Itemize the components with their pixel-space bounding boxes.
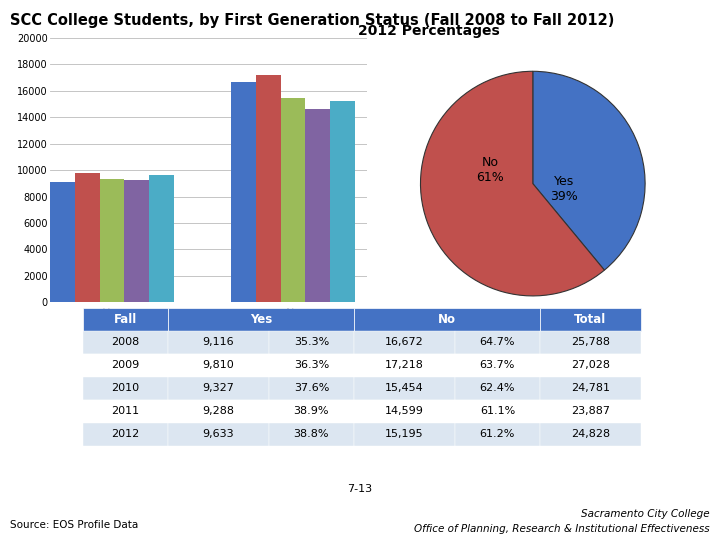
Text: Sacramento City College: Sacramento City College bbox=[581, 509, 710, 519]
Text: No: No bbox=[438, 313, 456, 326]
FancyBboxPatch shape bbox=[269, 354, 354, 377]
Text: Yes
39%: Yes 39% bbox=[550, 175, 578, 203]
Text: Source: EOS Profile Data: Source: EOS Profile Data bbox=[10, 520, 138, 530]
FancyBboxPatch shape bbox=[354, 422, 455, 446]
FancyBboxPatch shape bbox=[168, 377, 269, 400]
Bar bbox=[330, 102, 355, 302]
FancyBboxPatch shape bbox=[354, 308, 540, 330]
FancyBboxPatch shape bbox=[455, 354, 540, 377]
Text: 24,781: 24,781 bbox=[571, 383, 610, 393]
Text: Total: Total bbox=[575, 313, 606, 326]
Bar bbox=[75, 173, 100, 302]
FancyBboxPatch shape bbox=[540, 377, 641, 400]
Text: 62.4%: 62.4% bbox=[480, 383, 516, 393]
Text: No
61%: No 61% bbox=[476, 156, 504, 184]
Text: 36.3%: 36.3% bbox=[294, 360, 329, 370]
Text: 25,788: 25,788 bbox=[571, 337, 610, 347]
Text: 61.2%: 61.2% bbox=[480, 429, 515, 439]
Text: 38.8%: 38.8% bbox=[294, 429, 329, 439]
Bar bbox=[231, 82, 256, 302]
Bar bbox=[281, 98, 305, 302]
FancyBboxPatch shape bbox=[455, 422, 540, 446]
Text: 15,195: 15,195 bbox=[385, 429, 424, 439]
Text: 2012 Percentages: 2012 Percentages bbox=[358, 24, 499, 38]
Text: 16,672: 16,672 bbox=[385, 337, 424, 347]
FancyBboxPatch shape bbox=[540, 354, 641, 377]
FancyBboxPatch shape bbox=[354, 354, 455, 377]
Text: 64.7%: 64.7% bbox=[480, 337, 516, 347]
Wedge shape bbox=[420, 71, 604, 296]
FancyBboxPatch shape bbox=[269, 377, 354, 400]
FancyBboxPatch shape bbox=[83, 308, 168, 330]
FancyBboxPatch shape bbox=[455, 377, 540, 400]
Text: 37.6%: 37.6% bbox=[294, 383, 329, 393]
Text: 23,887: 23,887 bbox=[571, 406, 610, 416]
Text: 2009: 2009 bbox=[112, 360, 140, 370]
FancyBboxPatch shape bbox=[354, 377, 455, 400]
FancyBboxPatch shape bbox=[269, 400, 354, 422]
Text: 27,028: 27,028 bbox=[571, 360, 610, 370]
FancyBboxPatch shape bbox=[83, 354, 168, 377]
Text: 9,810: 9,810 bbox=[202, 360, 234, 370]
FancyBboxPatch shape bbox=[455, 400, 540, 422]
Text: 63.7%: 63.7% bbox=[480, 360, 515, 370]
Bar bbox=[125, 179, 149, 302]
Text: SCC College Students, by First Generation Status (Fall 2008 to Fall 2012): SCC College Students, by First Generatio… bbox=[10, 14, 614, 29]
Text: 7-13: 7-13 bbox=[348, 484, 372, 494]
Text: 9,633: 9,633 bbox=[202, 429, 234, 439]
Bar bbox=[50, 182, 75, 302]
Text: 9,288: 9,288 bbox=[202, 406, 235, 416]
FancyBboxPatch shape bbox=[83, 400, 168, 422]
Text: 35.3%: 35.3% bbox=[294, 337, 329, 347]
FancyBboxPatch shape bbox=[269, 330, 354, 354]
Text: 61.1%: 61.1% bbox=[480, 406, 515, 416]
FancyBboxPatch shape bbox=[540, 308, 641, 330]
Text: Yes: Yes bbox=[250, 313, 272, 326]
FancyBboxPatch shape bbox=[168, 330, 269, 354]
Text: 24,828: 24,828 bbox=[571, 429, 610, 439]
Text: 9,327: 9,327 bbox=[202, 383, 235, 393]
FancyBboxPatch shape bbox=[540, 330, 641, 354]
Bar bbox=[149, 175, 174, 302]
Text: Fall: Fall bbox=[114, 313, 137, 326]
Text: 2011: 2011 bbox=[112, 406, 140, 416]
FancyBboxPatch shape bbox=[540, 422, 641, 446]
FancyBboxPatch shape bbox=[269, 422, 354, 446]
FancyBboxPatch shape bbox=[168, 400, 269, 422]
FancyBboxPatch shape bbox=[168, 308, 354, 330]
Wedge shape bbox=[533, 71, 645, 270]
Text: 17,218: 17,218 bbox=[385, 360, 424, 370]
FancyBboxPatch shape bbox=[168, 354, 269, 377]
Text: 38.9%: 38.9% bbox=[294, 406, 329, 416]
Text: 9,116: 9,116 bbox=[202, 337, 234, 347]
Text: 15,454: 15,454 bbox=[385, 383, 424, 393]
FancyBboxPatch shape bbox=[455, 330, 540, 354]
Text: 2012: 2012 bbox=[112, 429, 140, 439]
FancyBboxPatch shape bbox=[168, 422, 269, 446]
FancyBboxPatch shape bbox=[354, 330, 455, 354]
FancyBboxPatch shape bbox=[83, 422, 168, 446]
Bar bbox=[100, 179, 125, 302]
FancyBboxPatch shape bbox=[354, 400, 455, 422]
Bar bbox=[256, 75, 281, 302]
Text: Office of Planning, Research & Institutional Effectiveness: Office of Planning, Research & Instituti… bbox=[414, 523, 710, 534]
Text: 2010: 2010 bbox=[112, 383, 140, 393]
FancyBboxPatch shape bbox=[83, 330, 168, 354]
Text: 2008: 2008 bbox=[112, 337, 140, 347]
Text: 14,599: 14,599 bbox=[385, 406, 424, 416]
FancyBboxPatch shape bbox=[540, 400, 641, 422]
FancyBboxPatch shape bbox=[83, 377, 168, 400]
Bar bbox=[305, 109, 330, 302]
